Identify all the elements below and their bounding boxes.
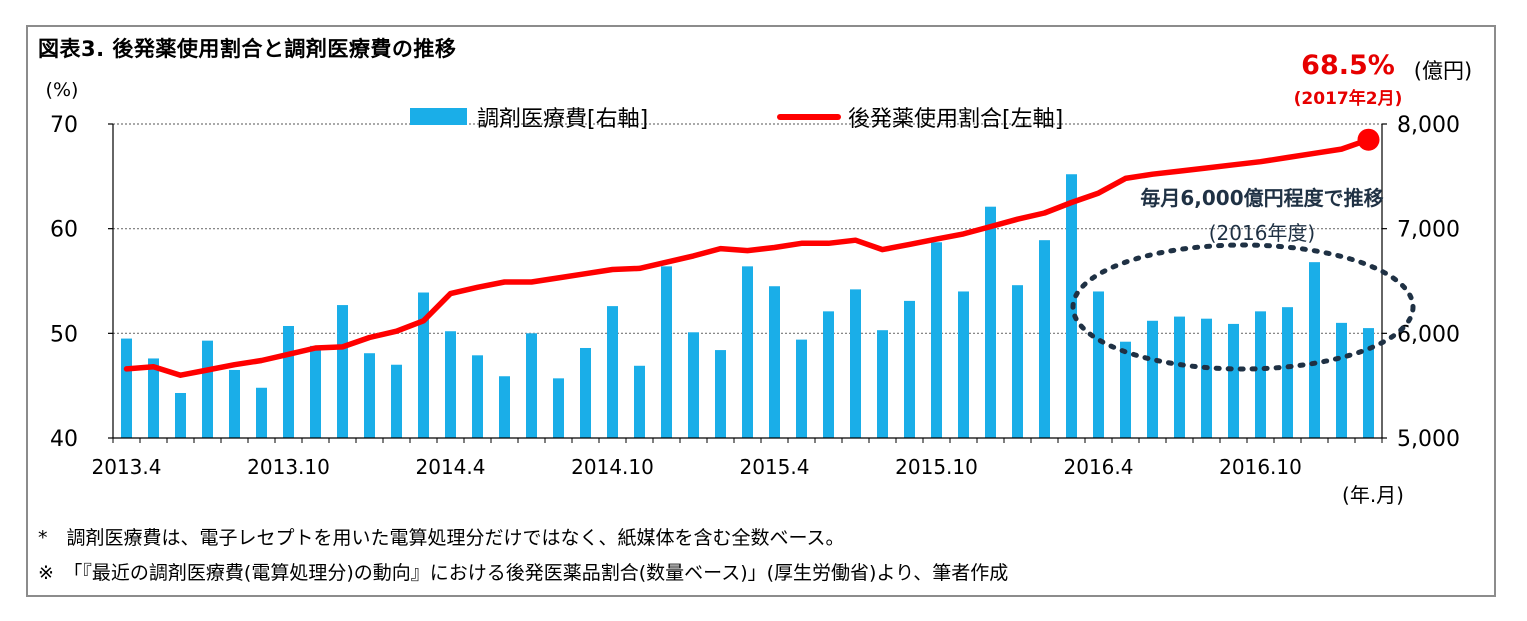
chart-frame (26, 25, 1496, 597)
bar (607, 306, 618, 438)
bar (985, 206, 996, 438)
bar (418, 292, 429, 438)
bar (715, 350, 726, 438)
bar (1309, 262, 1320, 438)
last-value-label: 68.5% (1301, 50, 1395, 81)
annotations: 68.5% (2017年2月) 毎月6,000億円程度で推移 (2016年度) (1070, 50, 1416, 372)
bar (688, 332, 699, 438)
bar (931, 242, 942, 438)
bar (391, 364, 402, 438)
right-tick-label: 6,000 (1397, 322, 1460, 347)
bar (1228, 323, 1239, 438)
bar (769, 286, 780, 438)
left-unit-label: (%) (46, 79, 79, 101)
x-tick-label: 2015.4 (740, 455, 810, 479)
bar (1120, 341, 1131, 438)
x-unit-label: (年.月) (1342, 483, 1404, 507)
ellipse-note-line2: (2016年度) (1209, 221, 1316, 245)
bar (1039, 240, 1050, 438)
bar (472, 355, 483, 438)
x-tick-label: 2013.4 (92, 455, 162, 479)
footnote-1: * 調剤医療費は、電子レセプトを用いた電算処理分だけではなく、紙媒体を含む全数ベ… (38, 527, 845, 549)
bar (499, 376, 510, 438)
right-tick-label: 8,000 (1397, 113, 1460, 138)
bar (256, 387, 267, 438)
x-tick-label: 2013.10 (247, 455, 330, 479)
last-date-label: (2017年2月) (1294, 88, 1403, 109)
bar (877, 330, 888, 438)
bar (1201, 318, 1212, 438)
x-tick-label: 2015.10 (895, 455, 978, 479)
bar (634, 365, 645, 438)
last-point-marker (1357, 128, 1380, 151)
x-tick-label: 2014.10 (571, 455, 654, 479)
bar (445, 331, 456, 438)
legend-bar-label: 調剤医療費[右軸] (477, 107, 648, 132)
bar (1282, 307, 1293, 438)
bar (229, 369, 240, 438)
chart-title: 図表3. 後発薬使用割合と調剤医療費の推移 (38, 37, 457, 61)
bar (283, 326, 294, 438)
axis-layer (108, 123, 1387, 443)
bar (310, 345, 321, 438)
x-tick-label: 2016.4 (1064, 455, 1134, 479)
bar (742, 266, 753, 438)
x-tick-label: 2014.4 (416, 455, 486, 479)
bar (1363, 328, 1374, 438)
bar (661, 266, 672, 438)
left-tick-label: 40 (50, 427, 78, 452)
bar (1174, 316, 1185, 438)
x-tick-label: 2016.10 (1219, 455, 1302, 479)
bar (796, 339, 807, 438)
share-line (123, 136, 1372, 378)
bar (337, 305, 348, 438)
right-unit-label: (億円) (1414, 59, 1472, 83)
bar (1147, 320, 1158, 438)
legend-bar-swatch (410, 108, 467, 125)
bar (580, 347, 591, 438)
bar (850, 289, 861, 438)
bar (121, 338, 132, 438)
left-tick-label: 70 (50, 113, 78, 138)
legend-line-label: 後発薬使用割合[左軸] (848, 107, 1063, 132)
bar (148, 358, 159, 438)
bar (553, 378, 564, 438)
bar (175, 392, 186, 438)
right-tick-label: 5,000 (1397, 427, 1460, 452)
ellipse-note-line1: 毎月6,000億円程度で推移 (1140, 186, 1383, 210)
bar (823, 311, 834, 438)
right-tick-label: 7,000 (1397, 218, 1460, 243)
bar (904, 300, 915, 438)
line-layer (123, 128, 1380, 378)
left-tick-label: 50 (50, 322, 78, 347)
bar (364, 353, 375, 438)
bar (1093, 291, 1104, 438)
bar (1012, 285, 1023, 438)
highlight-ellipse (1070, 242, 1416, 372)
grid-layer (113, 123, 1382, 334)
bar (1336, 322, 1347, 438)
label-layer: 40 50 60 70 5,000 6,000 7,000 8,000 2013.4 2013.1… (46, 59, 1473, 507)
left-tick-label: 60 (50, 218, 78, 243)
footnote-2: ※ 「『最近の調剤医療費(電算処理分)の動向』における後発医薬品割合(数量ベース… (38, 562, 1009, 584)
bar-layer (121, 174, 1374, 439)
bar (958, 291, 969, 438)
bar (1255, 311, 1266, 438)
bar (526, 333, 537, 438)
bar (202, 340, 213, 438)
legend: 調剤医療費[右軸] 後発薬使用割合[左軸] (410, 107, 1063, 132)
